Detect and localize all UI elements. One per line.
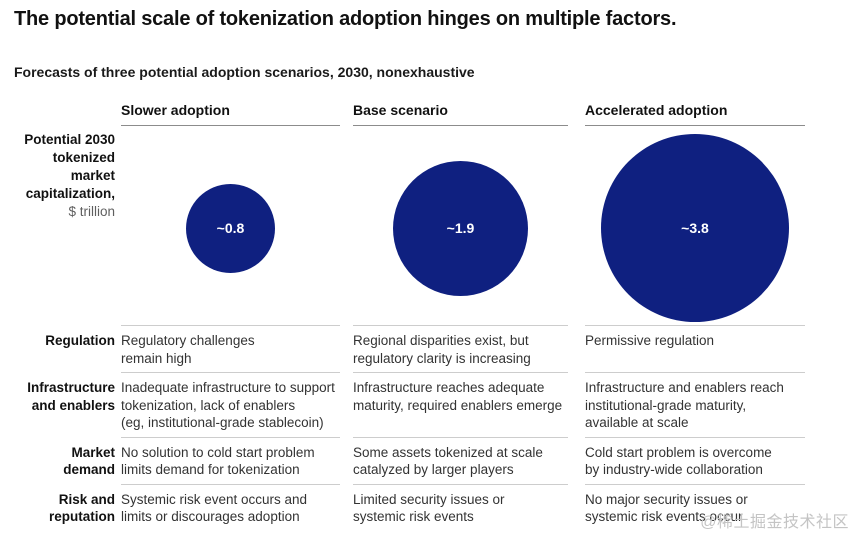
table-row-market-demand: Market demand No solution to cold start …	[0, 436, 805, 484]
table-row-risk-reputation: Risk and reputation Systemic risk event …	[0, 483, 805, 531]
cell-regulation-base: Regional disparities exist, but regulato…	[353, 325, 568, 372]
bubble-column-base: ~1.9	[353, 128, 568, 328]
y-axis-label: Potential 2030 tokenized market capitali…	[0, 131, 115, 221]
cell-regulation-accelerated: Permissive regulation	[585, 325, 805, 355]
row-label-regulation: Regulation	[45, 333, 115, 348]
cell-risk-reputation-slower: Systemic risk event occurs and limits or…	[121, 483, 340, 531]
factors-table: Regulation Regulatory challenges remain …	[0, 325, 805, 531]
watermark: @稀土掘金技术社区	[700, 514, 849, 531]
bubble-column-slower: ~0.8	[121, 128, 340, 328]
cell-risk-reputation-accelerated: No major security issues or systemic ris…	[585, 483, 805, 531]
table-row-infrastructure: Infrastructure and enablers Inadequate i…	[0, 372, 805, 437]
scenario-header-slower-adoption: Slower adoption	[121, 102, 340, 126]
cell-market-demand-base: Some assets tokenized at scale catalyzed…	[353, 436, 568, 484]
cell-infrastructure-accelerated: Infrastructure and enablers reach instit…	[585, 372, 805, 437]
bubble-chart: ~0.8 ~1.9 ~3.8	[0, 128, 805, 328]
y-axis-unit: $ trillion	[68, 204, 115, 219]
header-spacer	[0, 102, 115, 126]
table-row-regulation: Regulation Regulatory challenges remain …	[0, 325, 805, 372]
bubble-slower-adoption-value: ~0.8	[186, 183, 275, 273]
bubble-spacer	[0, 128, 115, 328]
scenario-header-accelerated-adoption: Accelerated adoption	[585, 102, 805, 126]
cell-infrastructure-slower: Inadequate infrastructure to support tok…	[121, 372, 340, 437]
cell-regulation-slower: Regulatory challenges remain high	[121, 325, 340, 372]
scenario-header-base-scenario: Base scenario	[353, 102, 568, 126]
cell-risk-reputation-base: Limited security issues or systemic risk…	[353, 483, 568, 531]
scenario-header-row: Slower adoption Base scenario Accelerate…	[0, 102, 805, 126]
cell-market-demand-slower: No solution to cold start problem limits…	[121, 436, 340, 484]
bubble-accelerated-adoption-value: ~3.8	[601, 134, 789, 322]
row-label-infrastructure: Infrastructure and enablers	[27, 380, 115, 413]
page-subtitle: Forecasts of three potential adoption sc…	[14, 64, 475, 80]
cell-infrastructure-base: Infrastructure reaches adequate maturity…	[353, 372, 568, 419]
page-title: The potential scale of tokenization adop…	[14, 8, 677, 30]
bubble-column-accelerated: ~3.8	[585, 128, 805, 328]
cell-market-demand-accelerated: Cold start problem is overcome by indust…	[585, 436, 805, 484]
y-axis-label-text: Potential 2030 tokenized market capitali…	[24, 132, 115, 201]
row-label-market-demand: Market demand	[63, 444, 115, 478]
bubble-base-scenario-value: ~1.9	[393, 160, 528, 296]
row-label-risk-reputation: Risk and reputation	[49, 491, 115, 525]
